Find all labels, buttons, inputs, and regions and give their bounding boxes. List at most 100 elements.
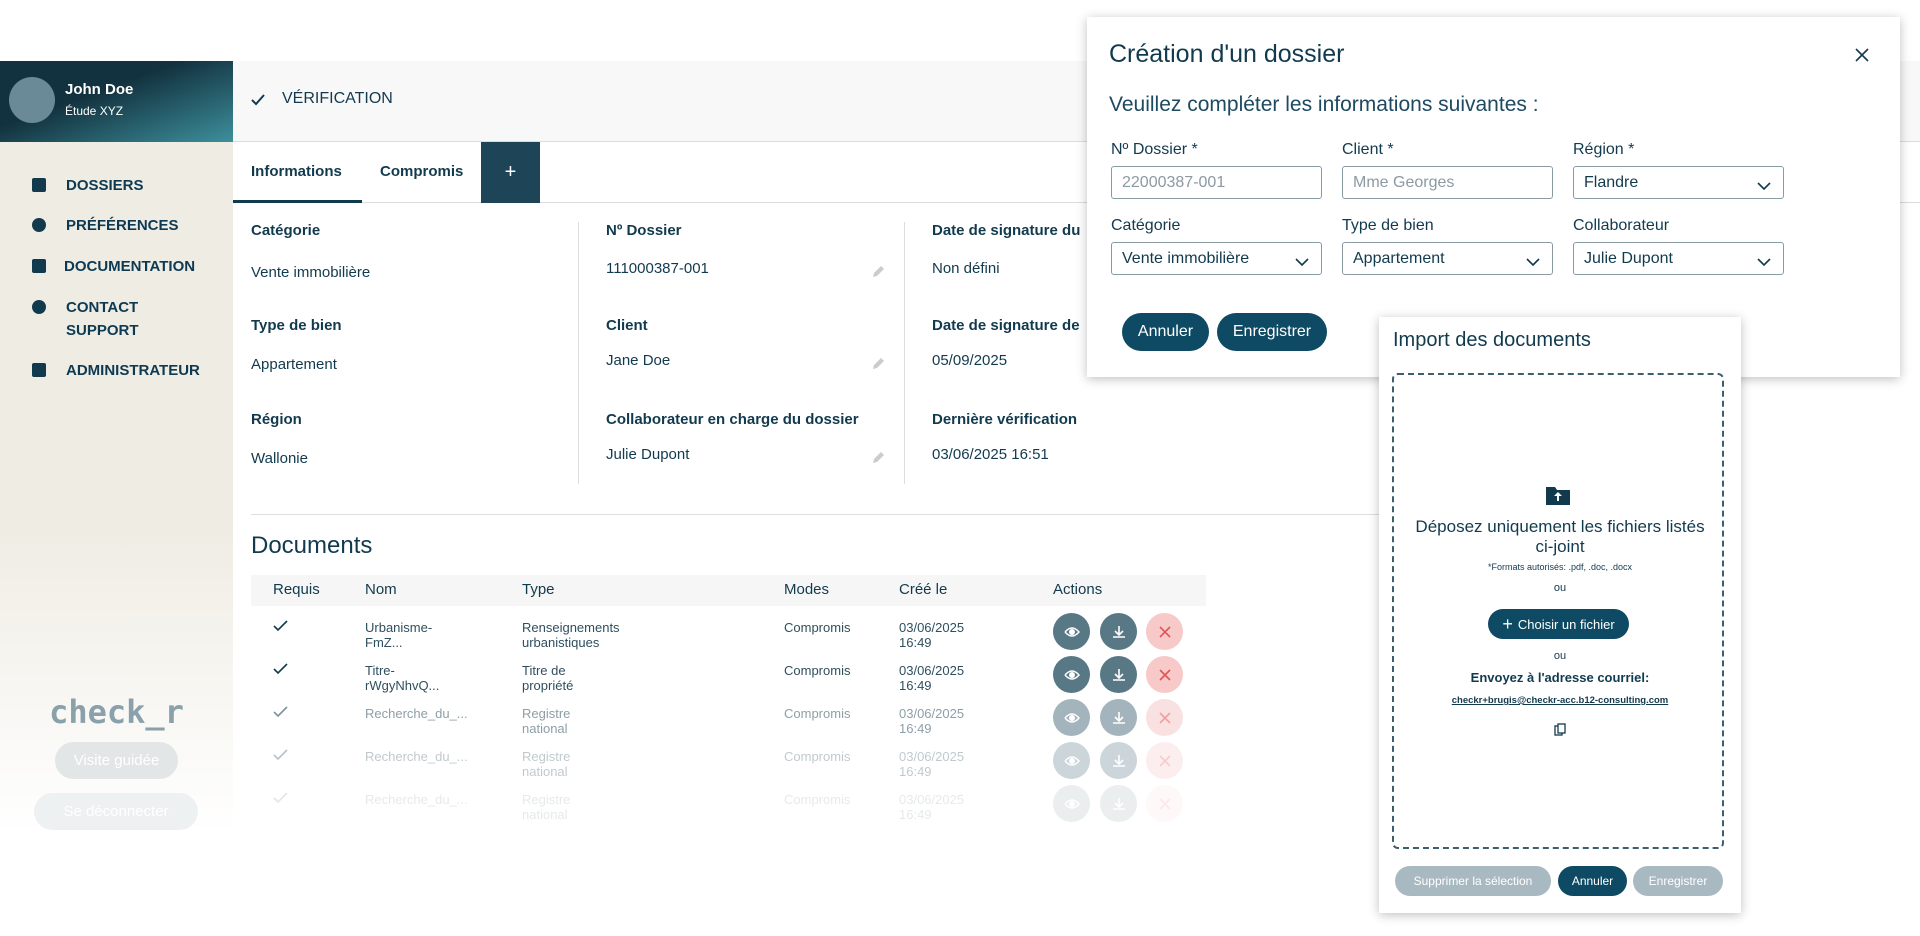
required-check bbox=[273, 791, 289, 810]
column-header: Créé le bbox=[899, 581, 948, 598]
view-button[interactable] bbox=[1053, 656, 1090, 693]
required-check bbox=[273, 662, 289, 681]
field-value: Wallonie bbox=[251, 450, 308, 467]
add-tab-button[interactable]: + bbox=[481, 142, 540, 203]
column-header: Actions bbox=[1053, 581, 1103, 598]
tab[interactable]: Informations bbox=[251, 163, 342, 180]
logout-button[interactable]: Se déconnecter bbox=[34, 793, 198, 830]
divider bbox=[251, 514, 1391, 515]
nav-icon bbox=[32, 300, 46, 314]
field-value: 111000387-001 bbox=[606, 260, 709, 277]
choose-file-button[interactable]: + Choisir un fichier bbox=[1488, 609, 1629, 639]
tab-underline bbox=[233, 200, 362, 203]
view-button[interactable] bbox=[1053, 785, 1090, 822]
nav-item[interactable]: PRÉFÉRENCES bbox=[66, 217, 179, 234]
select[interactable]: Julie Dupont bbox=[1573, 242, 1784, 275]
nav-icon bbox=[32, 363, 46, 377]
cancel-button[interactable]: Annuler bbox=[1122, 313, 1209, 351]
field-value: 05/09/2025 bbox=[932, 352, 1008, 369]
delete-button[interactable] bbox=[1146, 656, 1183, 693]
cell: 03/06/2025 16:49 bbox=[899, 663, 965, 693]
view-button[interactable] bbox=[1053, 699, 1090, 736]
select[interactable]: Flandre bbox=[1573, 166, 1784, 199]
sidebar: John Doe Étude XYZ DOSSIERS PRÉFÉRENCES … bbox=[0, 61, 233, 833]
guided-tour-button[interactable]: Visite guidée bbox=[55, 742, 178, 779]
text-input[interactable]: Mme Georges bbox=[1342, 166, 1553, 199]
chevron bbox=[1295, 254, 1309, 272]
cell: 03/06/2025 16:49 bbox=[899, 706, 965, 736]
field-label: Dernière vérification bbox=[932, 411, 1078, 428]
logo: check_r bbox=[49, 693, 184, 731]
field-label: Collaborateur en charge du dossier bbox=[606, 411, 859, 428]
modal-subtitle: Veuillez compléter les informations suiv… bbox=[1109, 93, 1539, 116]
check-icon bbox=[251, 94, 265, 106]
divider bbox=[578, 222, 579, 484]
field-value: Jane Doe bbox=[606, 352, 671, 369]
nav-icon bbox=[32, 218, 46, 232]
cell: Recherche_du_... bbox=[365, 749, 468, 764]
input-value: Mme Georges bbox=[1353, 174, 1455, 191]
import-modal: Import des documents Déposez uniquement … bbox=[1379, 317, 1741, 913]
nav-item[interactable]: ADMINISTRATEUR bbox=[66, 362, 200, 379]
cell: Registre national bbox=[522, 749, 571, 779]
cell: Titre-rWgyNhvQ... bbox=[365, 663, 440, 693]
select[interactable]: Vente immobilière bbox=[1111, 242, 1322, 275]
delete-button[interactable] bbox=[1146, 785, 1183, 822]
or: ou bbox=[1553, 582, 1567, 594]
field-value: Appartement bbox=[251, 356, 337, 373]
avatar bbox=[9, 77, 55, 123]
nav-item[interactable]: DOCUMENTATION bbox=[64, 258, 196, 275]
delete-button[interactable] bbox=[1146, 699, 1183, 736]
copy-icon[interactable] bbox=[1554, 723, 1566, 737]
download-button[interactable] bbox=[1100, 699, 1137, 736]
download-button[interactable] bbox=[1100, 742, 1137, 779]
cancel-button[interactable]: Annuler bbox=[1558, 866, 1627, 896]
email[interactable]: checkr+brugis@checkr-acc.b12-consulting.… bbox=[1451, 695, 1669, 706]
field-value: Julie Dupont bbox=[606, 446, 690, 463]
nav-item[interactable]: DOSSIERS bbox=[66, 177, 144, 194]
send-to: Envoyez à l'adresse courriel: bbox=[1470, 670, 1650, 685]
cell: Registre national bbox=[522, 792, 571, 822]
cell: Renseignements urbanistiques bbox=[522, 620, 620, 650]
delete-selection-button[interactable]: Supprimer la sélection bbox=[1395, 866, 1551, 896]
cell: Compromis bbox=[784, 792, 851, 807]
save-button[interactable]: Enregistrer bbox=[1633, 866, 1723, 896]
plus-icon: + bbox=[1502, 613, 1513, 634]
view-button[interactable] bbox=[1053, 742, 1090, 779]
view-button[interactable] bbox=[1053, 613, 1090, 650]
input-value: Vente immobilière bbox=[1122, 250, 1250, 267]
nav-item[interactable]: SUPPORT bbox=[66, 322, 139, 339]
table-header bbox=[251, 575, 1206, 606]
import-title: Import des documents bbox=[1393, 329, 1591, 351]
tab[interactable]: Compromis bbox=[380, 163, 464, 180]
required-check bbox=[273, 748, 289, 767]
save-button[interactable]: Enregistrer bbox=[1217, 313, 1327, 351]
download-button[interactable] bbox=[1100, 785, 1137, 822]
select[interactable]: Appartement bbox=[1342, 242, 1553, 275]
edit-icon[interactable] bbox=[872, 356, 886, 370]
formats: *Formats autorisés: .pdf, .doc, .docx bbox=[1487, 562, 1633, 572]
choose-label: Choisir un fichier bbox=[1517, 616, 1615, 632]
download-button[interactable] bbox=[1100, 613, 1137, 650]
nav-item[interactable]: CONTACT bbox=[66, 299, 139, 316]
cell: 03/06/2025 16:49 bbox=[899, 749, 965, 779]
text-input[interactable]: 22000387-001 bbox=[1111, 166, 1322, 199]
edit-icon[interactable] bbox=[872, 264, 886, 278]
edit-icon[interactable] bbox=[872, 450, 886, 464]
nav-icon bbox=[32, 178, 46, 192]
close-icon[interactable] bbox=[1855, 48, 1869, 62]
column-header: Modes bbox=[784, 581, 830, 598]
column-header: Nom bbox=[365, 581, 397, 598]
cell: Compromis bbox=[784, 706, 851, 721]
column-header: Requis bbox=[273, 581, 320, 598]
cell: Compromis bbox=[784, 620, 851, 635]
required-check bbox=[273, 705, 289, 724]
download-button[interactable] bbox=[1100, 656, 1137, 693]
delete-button[interactable] bbox=[1146, 742, 1183, 779]
column-header: Type bbox=[522, 581, 555, 598]
field-label: Client bbox=[606, 317, 648, 334]
drop-zone[interactable] bbox=[1392, 373, 1724, 849]
field-label: Date de signature du bbox=[932, 222, 1081, 239]
delete-button[interactable] bbox=[1146, 613, 1183, 650]
required-check bbox=[273, 619, 289, 638]
